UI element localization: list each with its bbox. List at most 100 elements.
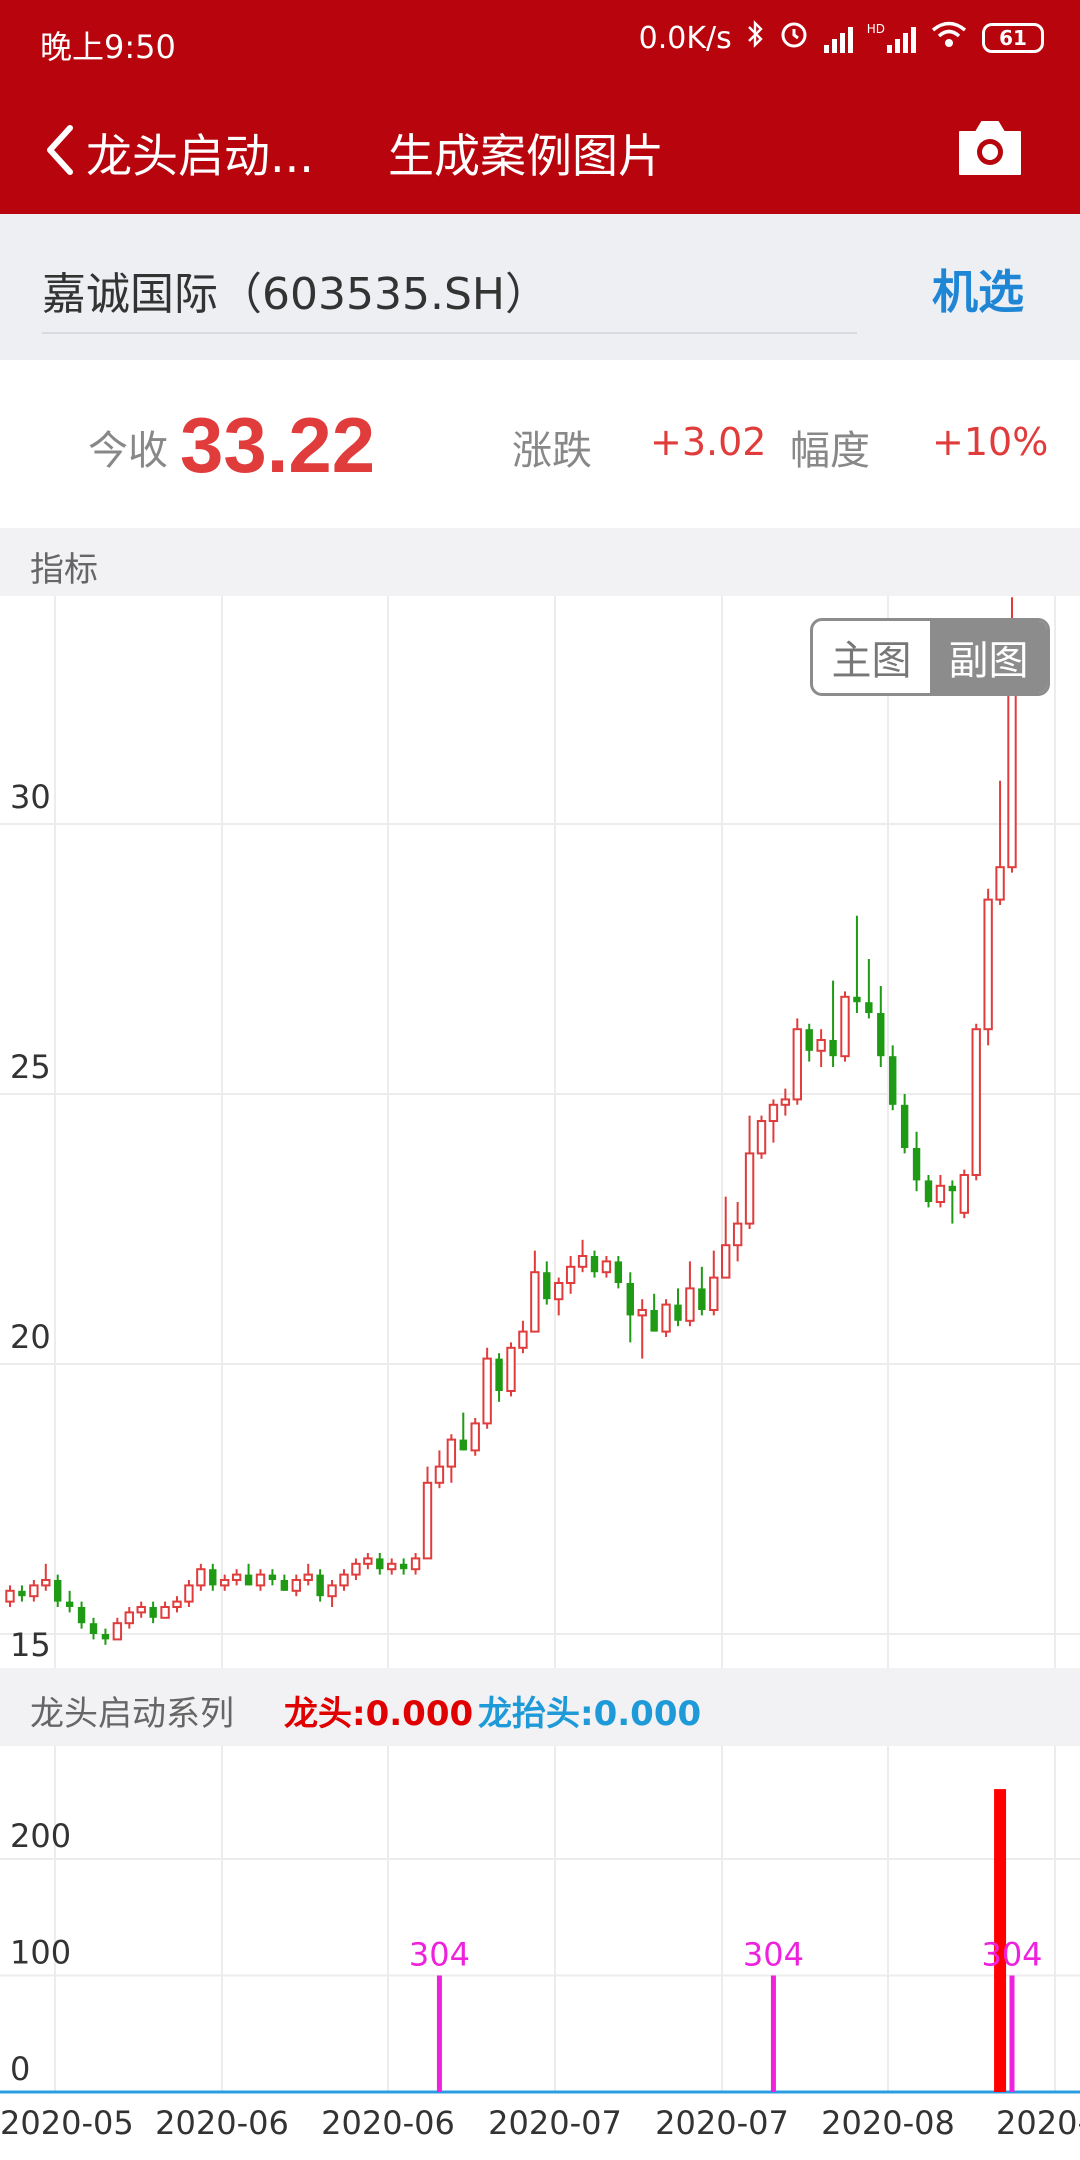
candle bbox=[829, 980, 837, 1067]
main-chart-tab[interactable]: 主图 bbox=[831, 638, 912, 684]
candle-body bbox=[995, 866, 1005, 901]
candle-body bbox=[231, 1573, 242, 1581]
candle bbox=[363, 1553, 373, 1570]
candle bbox=[459, 1412, 467, 1451]
candle bbox=[721, 1196, 731, 1279]
candle bbox=[900, 1094, 909, 1154]
candle bbox=[685, 1261, 695, 1327]
candle-body bbox=[77, 1607, 86, 1624]
candle bbox=[54, 1574, 62, 1607]
candle bbox=[792, 1018, 802, 1105]
candle-body bbox=[948, 1185, 957, 1192]
candle bbox=[626, 1272, 634, 1343]
candle-body bbox=[983, 898, 993, 1031]
candle bbox=[912, 1131, 921, 1192]
candle bbox=[255, 1569, 266, 1591]
candle-body bbox=[495, 1358, 503, 1391]
stock-input-underline bbox=[42, 332, 857, 334]
candle-body bbox=[387, 1562, 397, 1571]
candlestick-chart[interactable]: 15 20 25 30 bbox=[0, 596, 1080, 1668]
candle bbox=[853, 915, 861, 1013]
signal-bar bbox=[770, 1975, 776, 2092]
candle bbox=[674, 1288, 682, 1327]
candle-body bbox=[935, 1184, 946, 1203]
status-time: 晚上9:50 bbox=[40, 28, 176, 66]
sub-chart-tab[interactable]: 副图 bbox=[930, 621, 1047, 693]
candle-body bbox=[900, 1104, 909, 1148]
candle-body bbox=[291, 1579, 301, 1592]
candle bbox=[865, 959, 873, 1019]
candle-body bbox=[554, 1282, 564, 1301]
candle-body bbox=[220, 1579, 230, 1587]
candle-body bbox=[339, 1573, 349, 1587]
candle bbox=[244, 1563, 253, 1586]
candle-body bbox=[805, 1029, 813, 1051]
candle bbox=[112, 1617, 123, 1641]
back-arrow-icon[interactable] bbox=[42, 122, 78, 178]
candle-body bbox=[101, 1634, 110, 1640]
candle-body bbox=[650, 1310, 658, 1332]
candle bbox=[590, 1250, 599, 1278]
x-tick-label: 2020-06 bbox=[155, 2104, 289, 2142]
candle bbox=[709, 1250, 719, 1316]
x-tick-label: 2020-07 bbox=[488, 2104, 622, 2142]
candle-body bbox=[816, 1039, 826, 1052]
candle-body bbox=[459, 1439, 467, 1451]
candle bbox=[268, 1569, 277, 1586]
indicator-bar-chart[interactable]: 0 100 200 304 304 304 bbox=[0, 1746, 1080, 2096]
candle bbox=[220, 1574, 230, 1591]
series-header: 龙头启动系列 龙头:0.000 龙抬头:0.000 bbox=[0, 1668, 1080, 1746]
candle bbox=[184, 1580, 194, 1607]
candle-body bbox=[268, 1574, 277, 1580]
signal-label: 304 bbox=[981, 1936, 1042, 1974]
camera-icon[interactable] bbox=[956, 118, 1024, 178]
candle-body bbox=[18, 1590, 26, 1597]
candle-body bbox=[303, 1573, 313, 1581]
candle bbox=[554, 1277, 564, 1316]
bluetooth-icon bbox=[746, 19, 764, 57]
candle-body bbox=[698, 1288, 706, 1310]
candle-body bbox=[434, 1465, 445, 1484]
back-button[interactable]: 龙头启动... bbox=[86, 129, 314, 183]
candle-body bbox=[506, 1346, 516, 1392]
candle-body bbox=[877, 1013, 885, 1057]
series-name: 龙头启动系列 bbox=[30, 1694, 234, 1734]
candle bbox=[935, 1175, 946, 1208]
auto-select-button[interactable]: 机选 bbox=[932, 265, 1024, 319]
signal-label: 304 bbox=[743, 1936, 804, 1974]
candle-body bbox=[685, 1287, 695, 1322]
stock-name[interactable]: 嘉诚国际（603535.SH） bbox=[42, 269, 549, 320]
candle bbox=[577, 1239, 588, 1273]
candle-body bbox=[959, 1174, 969, 1214]
candle-body bbox=[196, 1568, 206, 1587]
candle bbox=[506, 1342, 516, 1397]
stock-header: 嘉诚国际（603535.SH） 机选 bbox=[0, 214, 1080, 360]
candle-body bbox=[780, 1098, 791, 1106]
y-tick-label: 15 bbox=[10, 1626, 51, 1664]
candle-body bbox=[399, 1563, 408, 1570]
candle bbox=[65, 1590, 74, 1613]
indicator-label: 指标 bbox=[30, 550, 98, 590]
indicator-header: 指标 bbox=[0, 528, 1080, 596]
candle bbox=[959, 1169, 969, 1219]
candle bbox=[637, 1299, 647, 1359]
candle bbox=[470, 1418, 480, 1456]
candle bbox=[89, 1617, 98, 1640]
y-tick-label: 100 bbox=[10, 1934, 71, 1972]
candle bbox=[434, 1450, 445, 1489]
candle-body bbox=[601, 1260, 612, 1274]
candle bbox=[387, 1558, 397, 1575]
y-tick-label: 20 bbox=[10, 1318, 51, 1356]
candle-body bbox=[280, 1580, 289, 1591]
chart-toggle[interactable]: 主图 副图 bbox=[810, 618, 1050, 696]
candle-body bbox=[160, 1606, 170, 1619]
hd-signal-icon: HD bbox=[867, 23, 916, 53]
candle-body bbox=[363, 1557, 373, 1565]
candle-body bbox=[410, 1557, 421, 1571]
candle bbox=[446, 1434, 457, 1483]
candle bbox=[209, 1563, 217, 1591]
candle-body bbox=[565, 1265, 576, 1284]
candle-body bbox=[209, 1569, 217, 1586]
pct-label: 幅度 bbox=[790, 428, 870, 474]
status-icons: 0.0K/s HD 61 bbox=[639, 18, 1044, 58]
